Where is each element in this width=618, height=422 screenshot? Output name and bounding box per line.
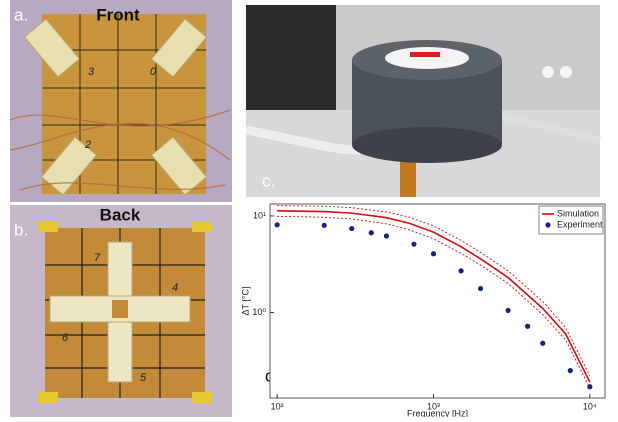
handwritten-number: 3 (88, 66, 95, 78)
x-axis-label: Frequency [Hz] (407, 408, 468, 417)
data-point (322, 223, 327, 228)
photo-back (10, 205, 232, 417)
legend-label: Simulation (557, 208, 599, 218)
x-tick-label: 10⁴ (583, 401, 597, 411)
data-point (275, 222, 280, 227)
panel-label: b. (14, 220, 28, 239)
data-point (568, 368, 573, 373)
handwritten-number: 0 (150, 66, 157, 78)
data-point (540, 341, 545, 346)
handwritten-number: 4 (172, 282, 178, 294)
panel-label: c. (262, 171, 275, 190)
data-point (369, 230, 374, 235)
photo-front (10, 0, 232, 202)
panel-title: Front (96, 5, 140, 24)
data-point (431, 251, 436, 256)
handwritten-number: 5 (140, 372, 147, 384)
legend-marker (545, 222, 550, 227)
panel-label: a. (14, 5, 28, 24)
handwritten-number: 6 (62, 332, 69, 344)
data-point (525, 324, 530, 329)
data-point (411, 242, 416, 247)
data-point (349, 226, 354, 231)
data-point (478, 286, 483, 291)
data-point (384, 233, 389, 238)
legend-label: Experiment (557, 219, 603, 229)
panel-title: Back (100, 205, 141, 224)
data-point (505, 308, 510, 313)
photo-setup (246, 5, 600, 197)
y-tick-label: 10⁰ (252, 307, 266, 317)
data-point (458, 268, 463, 273)
figure: a. Front 3 0 2 b. Back 7 4 6 5 (0, 0, 618, 417)
y-tick-label: 10¹ (253, 210, 266, 220)
y-axis-label: ΔT [°C] (240, 287, 250, 316)
handwritten-number: 7 (94, 252, 101, 264)
x-tick-label: 10² (271, 401, 284, 411)
handwritten-number: 2 (84, 139, 91, 151)
